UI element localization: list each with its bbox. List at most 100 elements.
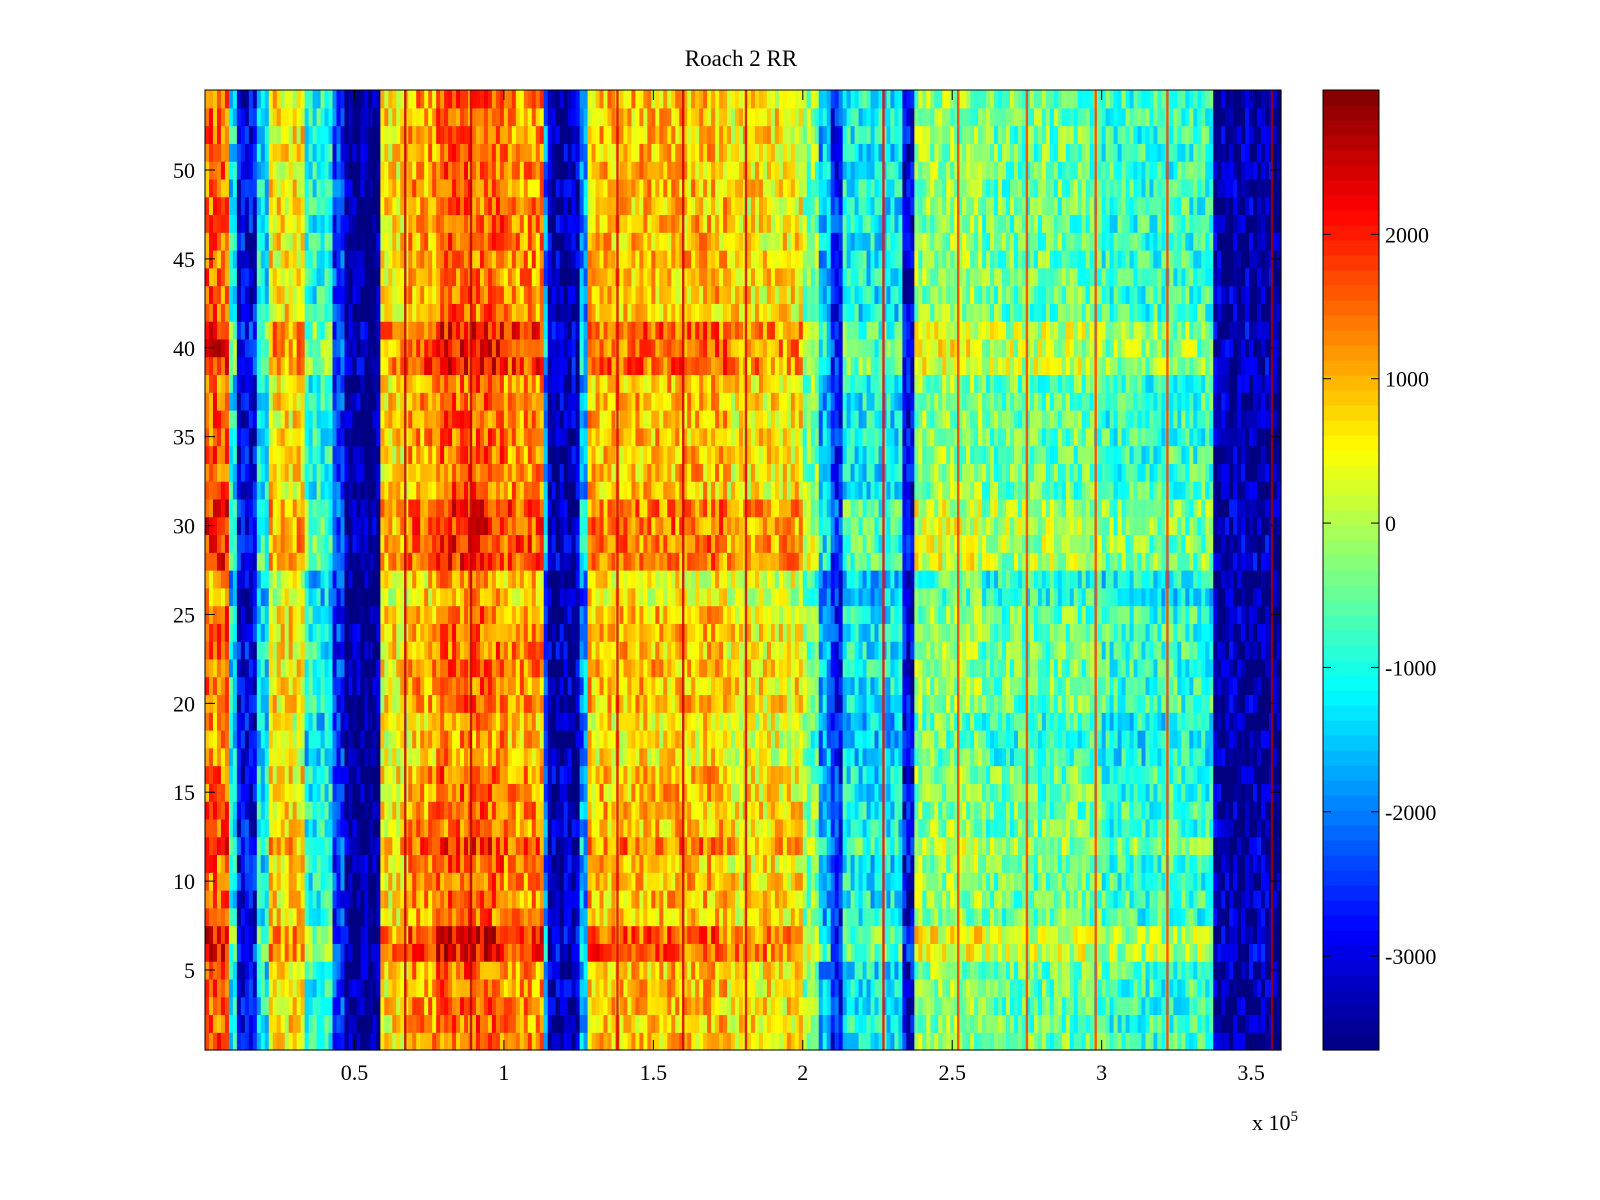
heatmap-cell — [894, 1014, 900, 1033]
heatmap-cell — [356, 712, 362, 731]
heatmap-cell — [408, 925, 413, 944]
heatmap-cell — [1045, 907, 1051, 927]
heatmap-cell — [1041, 1014, 1047, 1033]
heatmap-cell — [611, 801, 617, 820]
heatmap-cell — [798, 943, 804, 962]
heatmap-cell — [1006, 890, 1011, 909]
heatmap-cell — [1177, 765, 1182, 784]
heatmap-cell — [794, 996, 800, 1016]
heatmap-cell — [519, 996, 525, 1016]
heatmap-cell — [388, 943, 393, 962]
heatmap-cell — [571, 730, 577, 749]
heatmap-cell — [1173, 1032, 1178, 1051]
heatmap-cell — [444, 890, 449, 909]
heatmap-cell — [735, 890, 740, 909]
heatmap-cell — [850, 961, 856, 980]
heatmap-cell — [1209, 765, 1214, 784]
heatmap-cell — [563, 1032, 569, 1051]
heatmap-cell — [1049, 783, 1055, 802]
heatmap-cell — [240, 801, 246, 820]
heatmap-cell — [750, 872, 756, 891]
heatmap-cell — [567, 818, 573, 838]
heatmap-cell — [583, 996, 589, 1016]
heatmap-cell — [1069, 890, 1075, 909]
heatmap-cell — [826, 872, 832, 891]
heatmap-cell — [715, 747, 720, 767]
heatmap-cell — [850, 1014, 856, 1033]
heatmap-cell — [938, 765, 943, 784]
heatmap-cell — [1265, 801, 1270, 820]
heatmap-cell — [240, 818, 246, 838]
heatmap-cell — [587, 712, 593, 731]
heatmap-cell — [340, 907, 346, 927]
heatmap-cell — [1153, 1032, 1159, 1051]
heatmap-cell — [256, 747, 262, 767]
heatmap-cell — [862, 836, 868, 856]
heatmap-cell — [551, 818, 557, 838]
heatmap-cell — [814, 961, 820, 980]
heatmap-cell — [1273, 978, 1278, 998]
heatmap-cell — [555, 978, 561, 998]
heatmap-cell — [870, 747, 876, 767]
heatmap-cell — [1017, 907, 1023, 927]
heatmap-cell — [866, 925, 872, 944]
heatmap-cell — [252, 890, 258, 909]
heatmap-cell — [954, 1032, 959, 1051]
heatmap-cell — [930, 730, 935, 749]
heatmap-cell — [1197, 765, 1202, 784]
heatmap-cell — [679, 890, 684, 909]
heatmap-cell — [587, 730, 593, 749]
heatmap-cell — [587, 978, 593, 998]
heatmap-cell — [834, 730, 840, 749]
heatmap-cell — [607, 765, 613, 784]
heatmap-cell — [667, 996, 672, 1016]
heatmap-cell — [938, 730, 943, 749]
heatmap-cell — [1105, 836, 1111, 856]
heatmap-cell — [392, 925, 397, 944]
heatmap-cell — [846, 872, 852, 891]
heatmap-cell — [244, 854, 250, 873]
heatmap-cell — [623, 730, 629, 749]
heatmap-cell — [906, 747, 911, 767]
heatmap-cell — [1037, 1032, 1043, 1051]
heatmap-cell — [886, 818, 892, 838]
heatmap-cell — [360, 836, 366, 856]
heatmap-cell — [464, 943, 469, 962]
heatmap-cell — [1173, 801, 1178, 820]
heatmap-cell — [990, 907, 995, 927]
heatmap-cell — [1185, 943, 1190, 962]
heatmap-cell — [1137, 1032, 1143, 1051]
heatmap-cell — [683, 907, 688, 927]
heatmap-cell — [962, 836, 967, 856]
heatmap-cell — [603, 765, 609, 784]
heatmap-cell — [1245, 765, 1250, 784]
heatmap-cell — [1077, 996, 1083, 1016]
heatmap-cell — [1157, 730, 1163, 749]
heatmap-cell — [922, 730, 927, 749]
heatmap-cell — [1113, 836, 1119, 856]
heatmap-cell — [205, 712, 210, 731]
heatmap-cell — [503, 712, 509, 731]
heatmap-cell — [902, 1032, 907, 1051]
heatmap-cell — [1073, 783, 1079, 802]
heatmap-cell — [1073, 925, 1079, 944]
heatmap-cell — [527, 907, 533, 927]
heatmap-cell — [766, 943, 772, 962]
heatmap-cell — [1233, 925, 1238, 944]
heatmap-cell — [1089, 818, 1095, 838]
heatmap-cell — [898, 854, 904, 873]
heatmap-cell — [906, 907, 911, 927]
heatmap-cell — [962, 747, 967, 767]
heatmap-cell — [966, 907, 971, 927]
heatmap-cell — [332, 765, 338, 784]
heatmap-cell — [352, 961, 358, 980]
heatmap-cell — [384, 872, 389, 891]
heatmap-cell — [456, 996, 461, 1016]
heatmap-cell — [826, 783, 832, 802]
heatmap-cell — [428, 836, 433, 856]
heatmap-cell — [810, 961, 816, 980]
heatmap-cell — [388, 765, 393, 784]
heatmap-cell — [256, 783, 262, 802]
heatmap-cell — [1002, 961, 1007, 980]
heatmap-cell — [882, 783, 888, 802]
